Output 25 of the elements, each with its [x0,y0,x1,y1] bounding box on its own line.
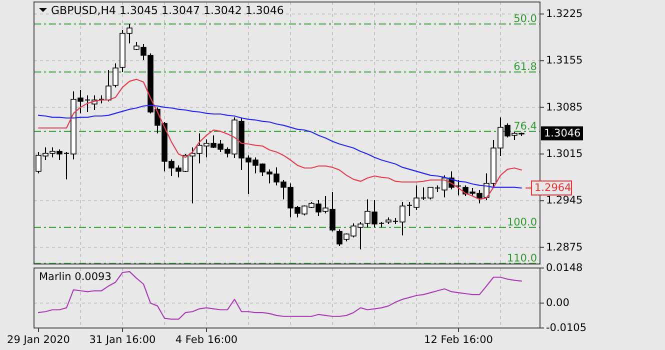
annotation: 110.0 [506,252,537,264]
text: 1.3046 [544,127,582,140]
y-tick-label: 1.2945 [546,194,583,207]
chart-title: Marlin 0.0093 [39,271,112,283]
annotation: 76.4 [514,120,538,132]
candlestick [112,62,118,88]
y-tick-label: 1.3225 [546,8,583,20]
annotation: 50.0 [514,13,537,25]
x-tick-label: 29 Jan 2020 [7,334,70,346]
y-tick-label: 1.3155 [546,54,583,67]
y-tick-label: -0.0105 [546,322,587,334]
x-tick-label: 31 Jan 16:00 [89,334,156,346]
text: 1.2964 [534,182,572,194]
candlestick [456,180,462,196]
x-tick-label: 12 Feb 16:00 [424,334,493,346]
chart-title: GBPUSD,H4 1.3045 1.3047 1.3042 1.3046 [51,4,284,17]
y-tick-label: 1.3085 [546,101,583,114]
annotation: 61.8 [514,61,537,73]
y-tick-label: 1.3015 [546,148,583,160]
y-tick-label: 0.00 [546,297,570,310]
annotation: 100.0 [506,216,537,228]
line-series [38,271,522,320]
x-tick-label: 4 Feb 16:00 [175,334,238,346]
y-tick-label: 0.0148 [546,262,583,274]
y-tick-label: 1.2875 [546,241,583,254]
